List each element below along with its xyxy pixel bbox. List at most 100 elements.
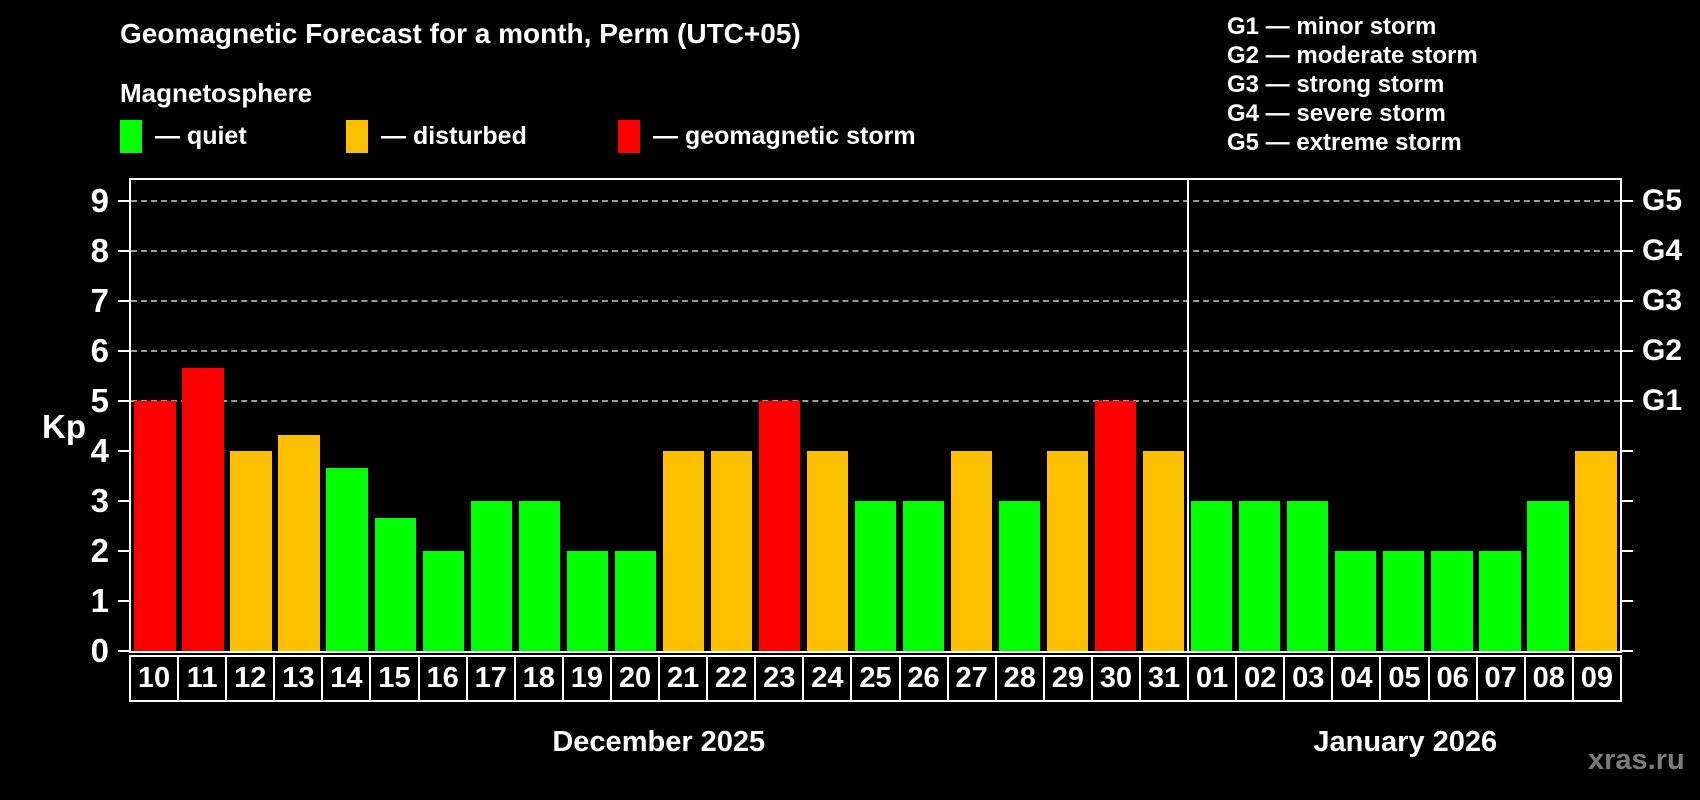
day-label-17: 17 <box>465 655 516 702</box>
bar-slot-day-20 <box>611 180 659 651</box>
kp-bar-day-21 <box>662 451 705 651</box>
day-label-14: 14 <box>321 655 372 702</box>
kp-bar-day-12 <box>230 451 272 651</box>
bar-slot-day-07 <box>1476 180 1524 651</box>
kp-bar-day-15 <box>374 517 416 651</box>
kp-bar-day-31 <box>1143 451 1185 651</box>
g-axis-label-g4: G4 <box>1642 234 1683 267</box>
kp-bar-day-14 <box>326 467 368 651</box>
y-tick-label-2: 2 <box>90 532 109 569</box>
g-axis-label-g1: G1 <box>1642 384 1683 417</box>
g-legend-g4: G4 — severe storm <box>1227 100 1446 127</box>
day-axis: 10 11 12 13 14 15 16 17 18 19 20 21 22 23 24 25 26 27 28 29… <box>129 655 1622 702</box>
gridline-kp7 <box>131 300 1620 302</box>
legend-label-disturbed: — disturbed <box>381 122 527 150</box>
day-label-23: 23 <box>754 655 805 702</box>
kp-bar-day-22 <box>710 451 753 651</box>
bar-slot-day-26 <box>900 180 948 651</box>
bar-slot-day-01 <box>1188 180 1236 651</box>
legend-label-quiet: — quiet <box>155 122 247 150</box>
kp-bar-day-13 <box>278 434 320 651</box>
day-label-10: 10 <box>129 655 180 702</box>
day-label-12: 12 <box>225 655 276 702</box>
y-tick-label-4: 4 <box>90 432 109 469</box>
day-label-02: 02 <box>1235 655 1286 702</box>
bar-slot-day-25 <box>851 180 899 651</box>
day-label-03: 03 <box>1283 655 1334 702</box>
day-label-29: 29 <box>1042 655 1093 702</box>
day-label-15: 15 <box>369 655 420 702</box>
gridline-kp9 <box>131 200 1620 202</box>
day-label-05: 05 <box>1379 655 1430 702</box>
storm-swatch <box>618 120 640 153</box>
day-label-31: 31 <box>1138 655 1190 702</box>
day-label-06: 06 <box>1427 655 1478 702</box>
bar-slot-day-14 <box>323 180 371 651</box>
legend-item-disturbed: — disturbed <box>346 120 527 153</box>
bar-slot-day-17 <box>467 180 515 651</box>
month-label: January 2026 <box>1313 725 1498 758</box>
kp-bar-day-03 <box>1287 501 1329 651</box>
kp-bar-day-18 <box>518 501 560 651</box>
bar-slot-day-09 <box>1572 180 1620 651</box>
kp-bar-day-28 <box>998 501 1041 651</box>
kp-bar-day-01 <box>1191 501 1233 651</box>
day-label-24: 24 <box>802 655 853 702</box>
y-tick-left-1 <box>118 600 131 602</box>
bar-slot-day-02 <box>1236 180 1284 651</box>
kp-bar-day-25 <box>854 501 897 651</box>
g-legend-g2: G2 — moderate storm <box>1227 42 1478 69</box>
day-label-25: 25 <box>850 655 901 702</box>
bar-slot-day-22 <box>707 180 755 651</box>
y-tick-label-0: 0 <box>90 632 109 669</box>
day-label-21: 21 <box>658 655 709 702</box>
kp-bar-day-26 <box>902 501 945 651</box>
day-label-01: 01 <box>1187 655 1238 702</box>
bar-slot-day-12 <box>227 180 275 651</box>
watermark: xras.ru <box>1588 744 1685 776</box>
day-label-04: 04 <box>1331 655 1382 702</box>
kp-axis-label: Kp <box>42 408 86 445</box>
y-tick-label-5: 5 <box>90 382 109 419</box>
kp-bar-day-17 <box>470 501 512 651</box>
bar-slot-day-03 <box>1284 180 1332 651</box>
legend-label-storm: — geomagnetic storm <box>653 122 916 150</box>
bar-series <box>131 180 1620 651</box>
kp-bar-day-24 <box>806 451 849 651</box>
kp-bar-day-30 <box>1094 401 1137 651</box>
bar-slot-day-24 <box>803 180 851 651</box>
bar-slot-day-13 <box>275 180 323 651</box>
bar-slot-day-21 <box>659 180 707 651</box>
y-tick-label-6: 6 <box>90 332 109 369</box>
kp-bar-day-19 <box>566 551 608 651</box>
y-tick-left-3 <box>118 500 131 502</box>
kp-bar-day-05 <box>1383 551 1425 651</box>
y-tick-right-2 <box>1620 550 1633 552</box>
bar-slot-day-08 <box>1524 180 1572 651</box>
plot-area: 0 1 2 3 4 5 6 7 8 9 G1 G2 G3 G4 G5 <box>91 178 1682 667</box>
day-label-09: 09 <box>1571 655 1622 702</box>
kp-bar-day-27 <box>950 451 993 651</box>
g-legend-g5: G5 — extreme storm <box>1227 129 1462 156</box>
gridline-kp5 <box>131 400 1620 402</box>
y-tick-right-3 <box>1620 500 1633 502</box>
kp-bar-day-29 <box>1046 451 1089 651</box>
y-tick-right-4 <box>1620 450 1633 452</box>
bar-slot-day-18 <box>515 180 563 651</box>
y-tick-left-9 <box>118 200 131 202</box>
legend-item-storm: — geomagnetic storm <box>618 120 916 153</box>
kp-bar-day-16 <box>422 551 464 651</box>
y-tick-right-6 <box>1620 350 1633 352</box>
kp-bar-day-04 <box>1335 551 1377 651</box>
g-axis-label-g2: G2 <box>1642 334 1683 367</box>
g-legend-g3: G3 — strong storm <box>1227 71 1445 98</box>
kp-bar-day-20 <box>614 551 656 651</box>
day-label-08: 08 <box>1523 655 1574 702</box>
day-label-07: 07 <box>1475 655 1526 702</box>
y-tick-left-4 <box>118 450 131 452</box>
kp-bar-day-08 <box>1527 501 1569 651</box>
day-label-20: 20 <box>609 655 661 702</box>
state-legend: — quiet — disturbed — geomagnetic storm <box>120 120 1020 156</box>
bar-slot-day-31 <box>1140 180 1188 651</box>
kp-bar-day-02 <box>1239 501 1281 651</box>
